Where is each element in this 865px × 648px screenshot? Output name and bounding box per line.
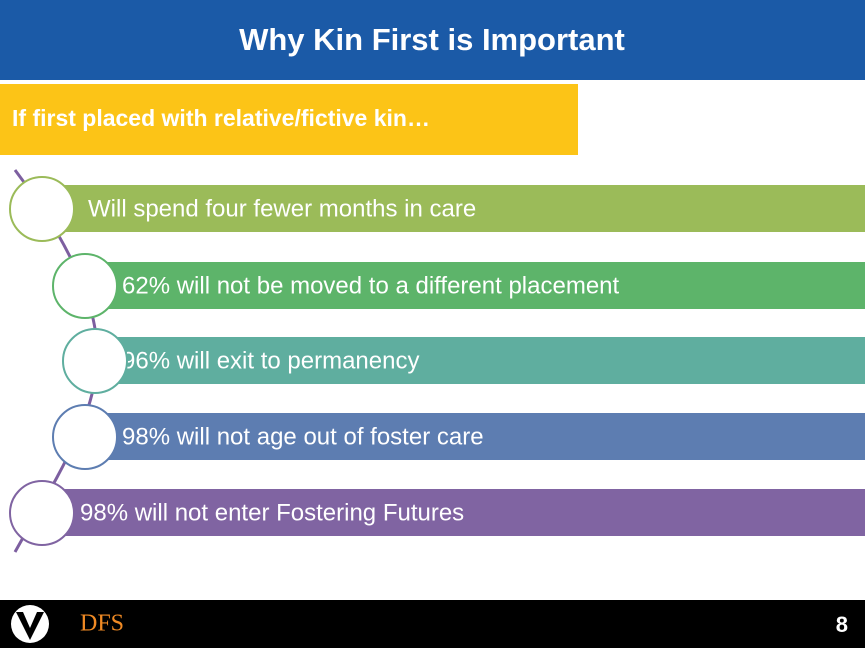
item-text: Will spend four fewer months in care xyxy=(88,195,476,222)
item-bar xyxy=(85,262,865,309)
slide-title: Why Kin First is Important xyxy=(239,22,625,57)
item-bar xyxy=(85,413,865,460)
item-circle xyxy=(52,404,118,470)
item-bar xyxy=(42,185,865,232)
subtitle-box xyxy=(0,84,578,155)
item-text: 96% will exit to permanency xyxy=(122,347,419,374)
item-text: 62% will not be moved to a different pla… xyxy=(122,272,620,299)
item-circle xyxy=(52,253,118,319)
item-bar xyxy=(95,337,865,384)
header-bar xyxy=(0,0,865,80)
item-text: 98% will not age out of foster care xyxy=(122,423,484,450)
item-bar xyxy=(42,489,865,536)
item-text: 98% will not enter Fostering Futures xyxy=(80,499,464,526)
item-list: Will spend four fewer months in care 62% … xyxy=(42,185,865,536)
subtitle: If first placed with relative/fictive ki… xyxy=(12,105,430,131)
item-circle xyxy=(62,328,128,394)
item-circles xyxy=(9,176,128,546)
dfs-logo: DFS xyxy=(80,611,124,637)
item-circle xyxy=(9,176,75,242)
footer-bar xyxy=(0,600,865,648)
v-logo xyxy=(11,605,49,643)
item-circle xyxy=(9,480,75,546)
page-number: 8 xyxy=(836,612,848,637)
